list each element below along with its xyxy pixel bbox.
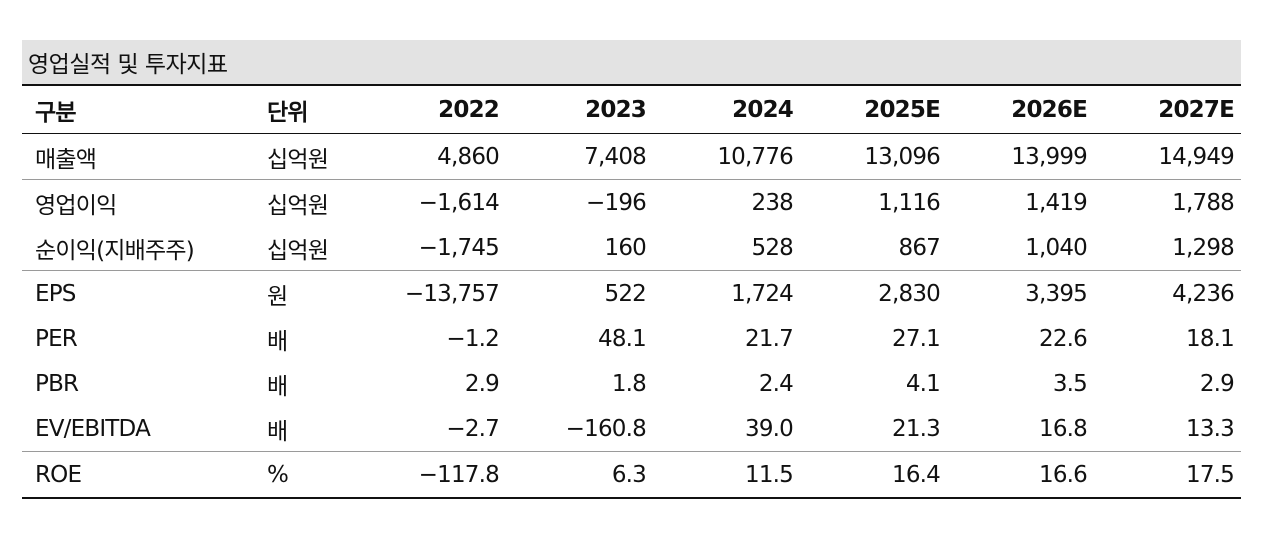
row-value: −1,745 (418, 234, 500, 261)
row-value: 18.1 (1185, 325, 1235, 352)
row-label: PBR (35, 370, 79, 397)
row-value: 867 (898, 234, 941, 261)
row-label: EPS (22, 270, 244, 316)
row-value: 48.1 (597, 325, 647, 352)
row-unit: % (244, 451, 359, 499)
row-value: 13,096 (864, 143, 940, 170)
row-value: 2.4 (758, 370, 794, 397)
table-row-eps: EPS 원 −13,757 522 1,724 2,830 3,395 4,23… (22, 270, 1241, 316)
row-value: 4,236 (1094, 270, 1241, 316)
financial-summary-table-container: 영업실적 및 투자지표 구분 단위 2022 2023 2024 2025E 2… (22, 40, 1241, 499)
row-value: 13.3 (1185, 415, 1235, 442)
row-label: 순이익(지배주주) (35, 237, 195, 264)
row-value: 7,408 (584, 143, 647, 170)
row-value: −1,614 (359, 179, 506, 225)
row-unit: 십억원 (244, 179, 359, 225)
row-value: 4,860 (437, 143, 500, 170)
row-value: 3,395 (947, 270, 1094, 316)
row-unit: 배 (267, 373, 288, 400)
row-unit: 십억원 (267, 146, 329, 173)
row-value: 2.9 (464, 370, 500, 397)
header-year: 2023 (506, 86, 653, 134)
row-unit: 배 (267, 418, 288, 445)
header-unit: 단위 (244, 86, 359, 134)
row-value: 22.6 (1038, 325, 1088, 352)
row-value: 21.3 (891, 415, 941, 442)
row-unit: 배 (267, 328, 288, 355)
header-year: 2024 (653, 86, 800, 134)
row-value: 10,776 (717, 143, 793, 170)
row-value: 1,724 (653, 270, 800, 316)
row-label: PER (35, 325, 78, 352)
row-value: 522 (506, 270, 653, 316)
row-value: 4.1 (905, 370, 941, 397)
header-year: 2025E (800, 86, 947, 134)
row-value: 27.1 (891, 325, 941, 352)
row-value: 528 (751, 234, 794, 261)
row-value: −13,757 (359, 270, 506, 316)
row-value: −196 (506, 179, 653, 225)
row-value: 16.8 (1038, 415, 1088, 442)
row-value: −2.7 (446, 415, 499, 442)
row-value: 1,116 (800, 179, 947, 225)
row-value: 11.5 (653, 451, 800, 499)
row-value: 39.0 (744, 415, 794, 442)
row-value: 2,830 (800, 270, 947, 316)
row-value: 14,949 (1158, 143, 1234, 170)
row-value: 1.8 (611, 370, 647, 397)
table-row-revenue: 매출액 십억원 4,860 7,408 10,776 13,096 13,999… (22, 134, 1241, 180)
row-value: 160 (604, 234, 647, 261)
row-value: −117.8 (359, 451, 506, 499)
row-value: 21.7 (744, 325, 794, 352)
row-label: 매출액 (35, 146, 97, 173)
row-value: −1.2 (446, 325, 499, 352)
row-value: 1,788 (1094, 179, 1241, 225)
header-year: 2022 (359, 86, 506, 134)
row-value: 3.5 (1052, 370, 1088, 397)
header-row: 구분 단위 2022 2023 2024 2025E 2026E 2027E (22, 86, 1241, 134)
row-value: 13,999 (1011, 143, 1087, 170)
table-title: 영업실적 및 투자지표 (22, 40, 1241, 86)
row-value: 1,419 (947, 179, 1094, 225)
row-label: ROE (22, 451, 244, 499)
row-label: EV/EBITDA (35, 415, 151, 442)
row-value: 238 (653, 179, 800, 225)
row-label: 영업이익 (22, 179, 244, 225)
row-unit: 원 (244, 270, 359, 316)
table-row-per: PER 배 −1.2 48.1 21.7 27.1 22.6 18.1 (22, 316, 1241, 361)
row-value: 2.9 (1199, 370, 1235, 397)
table-row-net-income: 순이익(지배주주) 십억원 −1,745 160 528 867 1,040 1… (22, 225, 1241, 271)
table-row-roe: ROE % −117.8 6.3 11.5 16.4 16.6 17.5 (22, 451, 1241, 499)
row-unit: 십억원 (267, 237, 329, 264)
row-value: −160.8 (565, 415, 647, 442)
financial-table: 구분 단위 2022 2023 2024 2025E 2026E 2027E 매… (22, 86, 1241, 499)
header-year: 2027E (1094, 86, 1241, 134)
table-row-pbr: PBR 배 2.9 1.8 2.4 4.1 3.5 2.9 (22, 361, 1241, 406)
row-value: 1,040 (1025, 234, 1088, 261)
row-value: 6.3 (506, 451, 653, 499)
header-year: 2026E (947, 86, 1094, 134)
table-row-ev-ebitda: EV/EBITDA 배 −2.7 −160.8 39.0 21.3 16.8 1… (22, 406, 1241, 452)
table-row-operating-profit: 영업이익 십억원 −1,614 −196 238 1,116 1,419 1,7… (22, 179, 1241, 225)
row-value: 16.6 (947, 451, 1094, 499)
row-value: 17.5 (1094, 451, 1241, 499)
row-value: 1,298 (1172, 234, 1235, 261)
header-label: 구분 (22, 86, 244, 134)
row-value: 16.4 (800, 451, 947, 499)
